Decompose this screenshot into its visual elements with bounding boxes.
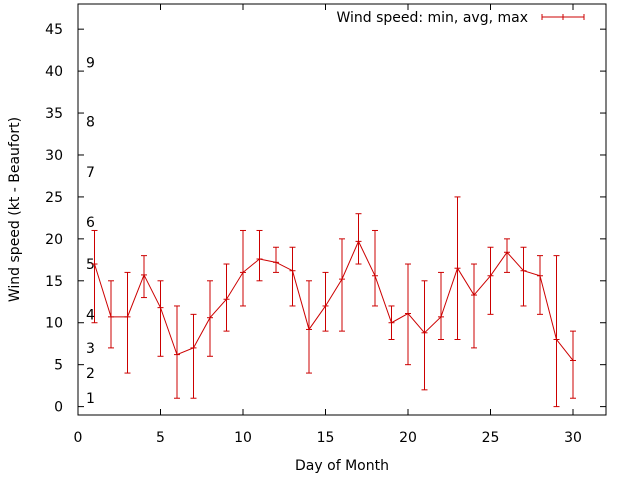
- x-tick-label: 5: [156, 430, 165, 446]
- x-axis-label: Day of Month: [295, 458, 389, 474]
- y-tick-label: 35: [45, 106, 63, 122]
- y-tick-label: 25: [45, 190, 63, 206]
- y-tick-label: 20: [45, 232, 63, 248]
- y-tick-label: 15: [45, 274, 63, 290]
- x-tick-label: 20: [399, 430, 417, 446]
- plot-frame: [77, 3, 607, 416]
- beaufort-scale-labels: 1 2 3 4 5 6 7 8 9: [86, 56, 95, 408]
- x-tick-label: 10: [234, 430, 252, 446]
- legend: Wind speed: min, avg, max: [336, 10, 585, 26]
- y-axis-label: Wind speed (kt - Beaufort): [7, 117, 23, 302]
- y-tick-label: 0: [54, 400, 63, 416]
- x-tick-label: 25: [482, 430, 500, 446]
- beaufort-label: 5: [86, 257, 95, 273]
- y-tick-label: 5: [54, 358, 63, 374]
- beaufort-label: 1: [86, 391, 95, 407]
- series-wind-speed: [91, 196, 576, 408]
- beaufort-label: 9: [86, 56, 95, 72]
- y-tick-label: 45: [45, 22, 63, 38]
- x-tick-label: 15: [317, 430, 335, 446]
- y-tick-label: 30: [45, 148, 63, 164]
- beaufort-label: 7: [86, 165, 95, 181]
- beaufort-label: 2: [86, 366, 95, 382]
- legend-label: Wind speed: min, avg, max: [336, 10, 528, 26]
- beaufort-label: 6: [86, 215, 95, 231]
- y-tick-label: 10: [45, 316, 63, 332]
- x-tick-label: 0: [74, 430, 83, 446]
- beaufort-label: 4: [86, 307, 95, 323]
- series-line-avg: [94, 240, 574, 361]
- x-tick-label: 30: [564, 430, 582, 446]
- y-tick-label: 40: [45, 64, 63, 80]
- beaufort-label: 8: [86, 114, 95, 130]
- beaufort-label: 3: [86, 341, 95, 357]
